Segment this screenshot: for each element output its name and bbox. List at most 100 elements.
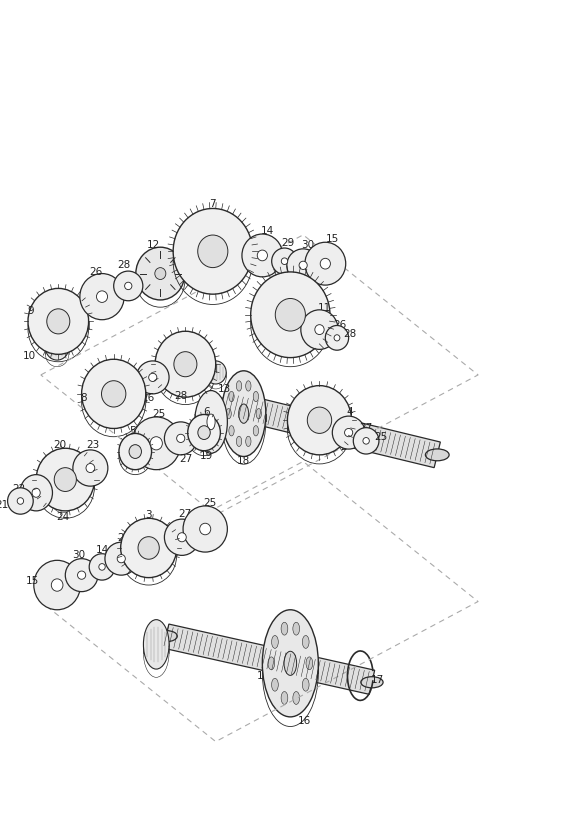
Ellipse shape [272,635,278,648]
Text: 25: 25 [374,432,387,442]
Ellipse shape [238,404,249,424]
Text: 27: 27 [179,454,192,464]
Ellipse shape [177,533,186,542]
Ellipse shape [155,268,166,279]
Text: 14: 14 [261,226,273,236]
Ellipse shape [136,247,185,300]
Text: 26: 26 [333,321,346,330]
Ellipse shape [315,325,324,335]
Ellipse shape [253,426,258,436]
Ellipse shape [117,555,125,563]
Ellipse shape [129,445,142,458]
Text: 15: 15 [26,576,39,586]
Polygon shape [223,391,440,468]
Ellipse shape [73,450,108,486]
Ellipse shape [284,651,297,676]
Ellipse shape [138,536,159,559]
Ellipse shape [272,678,278,691]
Ellipse shape [114,271,143,301]
Ellipse shape [253,391,258,401]
Ellipse shape [136,361,169,394]
Text: 25: 25 [203,498,216,508]
Text: 4: 4 [346,407,353,417]
Ellipse shape [299,261,307,269]
Ellipse shape [150,437,162,450]
Ellipse shape [287,249,319,282]
Text: 30: 30 [72,550,85,559]
Ellipse shape [256,409,261,419]
Text: 16: 16 [298,716,311,726]
Text: 3: 3 [145,510,152,520]
Ellipse shape [101,381,126,407]
Ellipse shape [251,272,330,358]
Ellipse shape [45,335,69,360]
Ellipse shape [143,620,169,669]
Ellipse shape [20,475,52,511]
Ellipse shape [361,677,383,688]
Ellipse shape [305,242,346,285]
Ellipse shape [173,208,252,294]
Ellipse shape [282,258,288,265]
Text: 11: 11 [318,303,331,313]
Text: 7: 7 [209,199,216,208]
Ellipse shape [17,498,23,504]
Ellipse shape [80,274,124,320]
Ellipse shape [164,519,199,555]
Ellipse shape [96,291,107,302]
Ellipse shape [34,560,80,610]
Ellipse shape [257,250,268,261]
Text: 30: 30 [301,240,314,250]
Ellipse shape [65,559,98,592]
Ellipse shape [183,506,227,552]
Ellipse shape [155,630,177,642]
Ellipse shape [89,554,115,580]
Text: 28: 28 [174,391,187,400]
Text: 28: 28 [117,260,130,270]
Ellipse shape [36,448,94,511]
Text: 13: 13 [218,384,231,394]
Ellipse shape [28,288,89,354]
Text: 26: 26 [90,267,103,277]
Text: 26: 26 [142,393,154,403]
Text: 22: 22 [12,484,25,494]
Ellipse shape [215,398,238,410]
Ellipse shape [226,409,231,419]
Ellipse shape [177,434,185,442]
Ellipse shape [32,488,40,498]
Text: 8: 8 [80,393,87,403]
Text: 10: 10 [23,351,36,361]
Text: 21: 21 [0,500,8,510]
Ellipse shape [303,635,309,648]
Text: 28: 28 [343,329,356,339]
Text: 27: 27 [178,509,191,519]
Ellipse shape [275,298,305,331]
Text: 2: 2 [340,442,347,452]
Ellipse shape [119,433,152,470]
Ellipse shape [149,373,157,382]
Ellipse shape [281,691,288,705]
Ellipse shape [353,428,379,454]
Text: 14: 14 [96,545,108,555]
Text: 9: 9 [27,307,34,316]
Text: 29: 29 [118,533,131,543]
Ellipse shape [174,352,197,377]
Ellipse shape [320,259,331,269]
Ellipse shape [51,579,63,592]
Ellipse shape [82,359,146,428]
Ellipse shape [78,571,86,579]
Text: 19: 19 [200,452,213,461]
Ellipse shape [293,622,300,635]
Ellipse shape [8,488,33,514]
Polygon shape [163,624,375,695]
Ellipse shape [47,309,70,334]
Ellipse shape [229,391,234,401]
Ellipse shape [195,391,227,453]
Ellipse shape [164,422,197,455]
Ellipse shape [229,426,234,436]
Text: 18: 18 [237,456,250,466]
Text: 24: 24 [57,513,69,522]
Ellipse shape [245,436,251,447]
Ellipse shape [334,335,340,341]
Ellipse shape [125,283,132,290]
Ellipse shape [155,331,216,397]
